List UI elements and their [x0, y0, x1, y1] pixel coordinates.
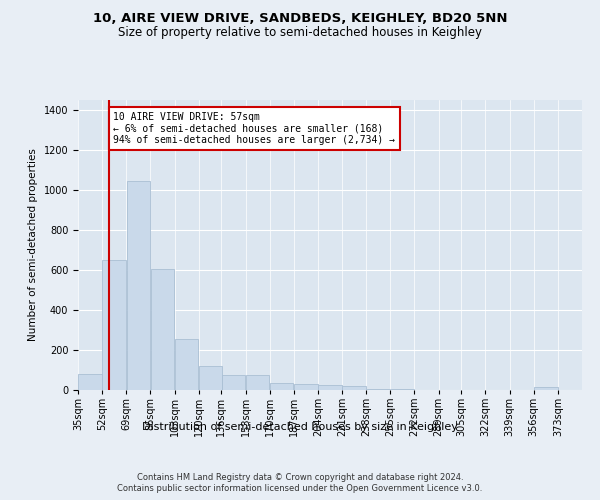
- Text: 10, AIRE VIEW DRIVE, SANDBEDS, KEIGHLEY, BD20 5NN: 10, AIRE VIEW DRIVE, SANDBEDS, KEIGHLEY,…: [93, 12, 507, 26]
- Bar: [199, 366, 223, 390]
- Bar: [151, 269, 174, 390]
- Bar: [270, 383, 293, 390]
- Text: Contains HM Land Registry data © Crown copyright and database right 2024.: Contains HM Land Registry data © Crown c…: [137, 472, 463, 482]
- Bar: [534, 387, 557, 390]
- Bar: [294, 384, 317, 390]
- Y-axis label: Number of semi-detached properties: Number of semi-detached properties: [28, 148, 38, 342]
- Bar: [222, 375, 245, 390]
- Bar: [246, 375, 269, 390]
- Bar: [318, 385, 342, 390]
- Bar: [175, 339, 199, 390]
- Text: 10 AIRE VIEW DRIVE: 57sqm
← 6% of semi-detached houses are smaller (168)
94% of : 10 AIRE VIEW DRIVE: 57sqm ← 6% of semi-d…: [113, 112, 395, 145]
- Bar: [127, 181, 150, 390]
- Text: Distribution of semi-detached houses by size in Keighley: Distribution of semi-detached houses by …: [142, 422, 458, 432]
- Bar: [79, 374, 102, 390]
- Bar: [343, 386, 366, 390]
- Bar: [103, 260, 126, 390]
- Text: Contains public sector information licensed under the Open Government Licence v3: Contains public sector information licen…: [118, 484, 482, 493]
- Bar: [367, 389, 390, 390]
- Text: Size of property relative to semi-detached houses in Keighley: Size of property relative to semi-detach…: [118, 26, 482, 39]
